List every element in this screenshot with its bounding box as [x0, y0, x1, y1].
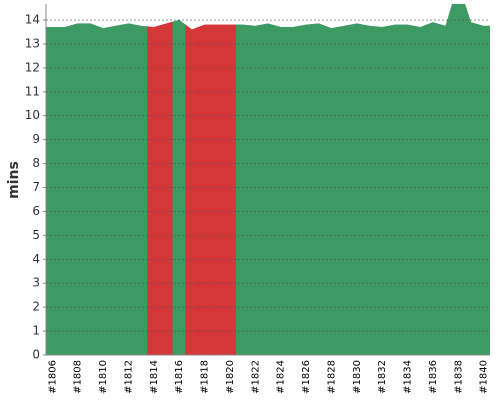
- y-tick-label: 3: [32, 276, 40, 290]
- y-tick-label: 12: [25, 60, 40, 74]
- y-tick-label: 0: [32, 348, 40, 362]
- x-tick-label: #1826: [301, 360, 312, 394]
- y-tick-label: 4: [32, 252, 40, 266]
- build-area: [299, 23, 313, 355]
- build-area: [261, 23, 275, 355]
- x-tick-label: #1832: [377, 360, 388, 394]
- build-area: [223, 24, 237, 355]
- x-tick-label: #1814: [149, 360, 160, 394]
- y-tick-label: 5: [32, 228, 40, 242]
- build-area: [121, 23, 136, 355]
- build-area: [147, 25, 161, 355]
- build-area: [337, 24, 351, 355]
- build-area: [362, 24, 377, 355]
- x-tick-label: #1822: [250, 360, 261, 394]
- grid: [46, 19, 490, 356]
- y-tick-label: 6: [32, 204, 40, 218]
- y-axis-label: mins: [6, 161, 22, 199]
- build-area: [286, 25, 300, 355]
- y-tick-label: 13: [25, 36, 40, 50]
- build-area: [58, 25, 72, 355]
- y-tick-label: 9: [32, 132, 40, 146]
- build-area: [350, 23, 364, 355]
- x-tick-label: #1828: [326, 360, 337, 394]
- build-area: [159, 21, 174, 355]
- x-tick-label: #1830: [352, 360, 363, 394]
- x-tick-label: #1820: [225, 360, 236, 394]
- y-tick-label: 2: [32, 300, 40, 314]
- build-area: [413, 24, 427, 355]
- build-area: [197, 24, 212, 355]
- x-tick-label: #1838: [453, 360, 464, 394]
- build-area: [426, 22, 440, 355]
- y-tick-label: 11: [25, 84, 40, 98]
- x-tick-label: #1840: [479, 360, 490, 394]
- x-tick-label: #1816: [174, 360, 185, 394]
- x-tick-label: #1834: [403, 360, 414, 394]
- build-area: [375, 25, 389, 355]
- y-tick-label: 8: [32, 156, 40, 170]
- y-tick-label: 7: [32, 180, 40, 194]
- y-tick-label: 14: [25, 13, 40, 27]
- build-area: [464, 4, 478, 355]
- x-tick-label: #1808: [73, 360, 84, 394]
- x-tick-label: #1810: [98, 360, 109, 394]
- build-area: [109, 24, 123, 355]
- build-area: [71, 23, 85, 355]
- build-area: [451, 4, 465, 355]
- build-area: [439, 5, 453, 355]
- x-tick-label: #1812: [123, 360, 134, 394]
- x-tick-label: #1818: [200, 360, 211, 394]
- build-area: [388, 24, 402, 355]
- plot-area: [46, 4, 490, 355]
- build-area: [236, 24, 250, 355]
- build-area: [312, 23, 326, 355]
- build-area: [210, 24, 224, 355]
- build-area: [274, 25, 288, 355]
- y-tick-label: 10: [25, 108, 40, 122]
- build-area: [400, 24, 415, 355]
- x-tick-label: #1806: [47, 360, 58, 394]
- x-tick-label: #1836: [428, 360, 439, 394]
- build-area: [46, 26, 59, 355]
- build-area: [324, 25, 339, 355]
- build-area: [477, 23, 490, 355]
- x-tick-label: #1824: [276, 360, 287, 394]
- build-area: [248, 24, 262, 355]
- build-area: [83, 23, 97, 355]
- build-area: [96, 25, 110, 355]
- build-area: [185, 24, 199, 355]
- y-tick-label: 1: [32, 324, 40, 338]
- build-area: [134, 24, 148, 355]
